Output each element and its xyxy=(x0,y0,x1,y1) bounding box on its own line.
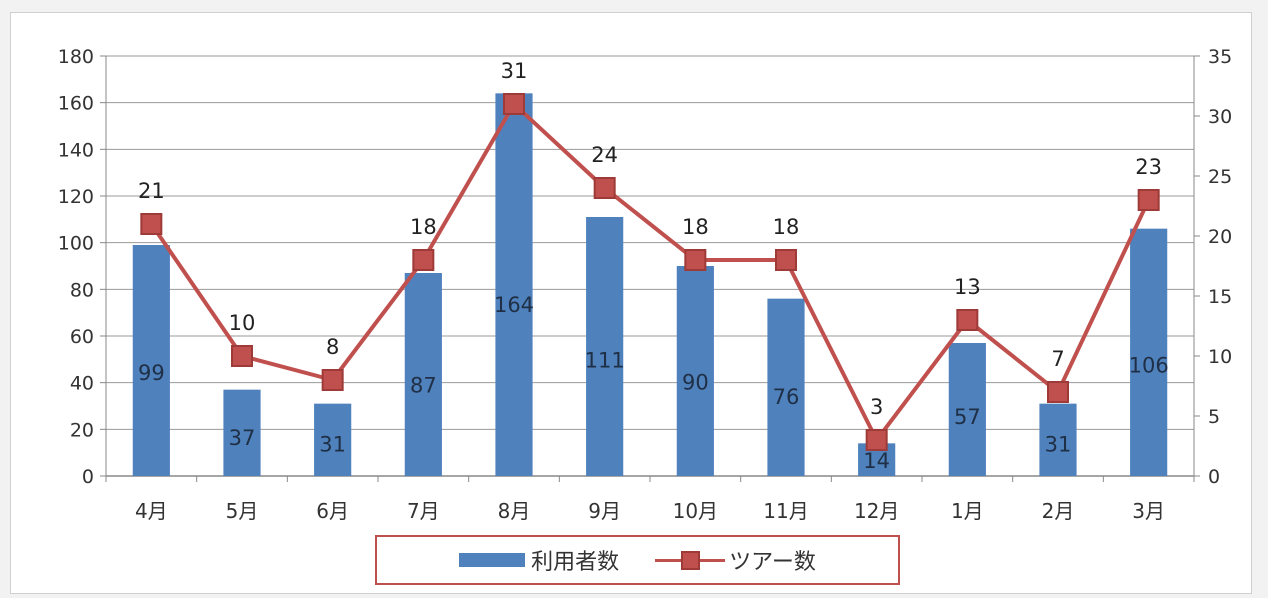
right-axis-tick-label: 0 xyxy=(1208,466,1220,488)
bar-value-label: 164 xyxy=(494,293,534,317)
bar xyxy=(223,389,261,476)
left-axis-tick-label: 60 xyxy=(70,326,94,348)
line-value-label: 24 xyxy=(591,143,618,167)
bar xyxy=(586,217,624,476)
left-axis-tick-label: 80 xyxy=(70,279,94,301)
legend-line-swatch xyxy=(655,550,726,570)
left-axis-tick-label: 120 xyxy=(58,186,94,208)
right-axis-tick-label: 5 xyxy=(1208,406,1220,428)
legend-bar-swatch xyxy=(459,553,526,567)
bar-value-label: 90 xyxy=(682,371,709,395)
x-axis-tick-label: 6月 xyxy=(316,499,349,523)
line-marker xyxy=(321,369,344,391)
line-marker xyxy=(593,177,616,199)
bar-value-label: 87 xyxy=(410,374,437,398)
bar xyxy=(767,298,805,476)
chart-frame: 0 20 40 60 80 100 120 140 160 180 0 5 10 15 20 25 30 35 4月… xyxy=(10,12,1252,594)
line-value-label: 8 xyxy=(326,335,339,359)
bar xyxy=(1039,403,1077,476)
right-axis-tick-label: 15 xyxy=(1208,286,1232,308)
legend-item-bar: 利用者数 xyxy=(459,544,619,576)
x-axis-tick-label: 4月 xyxy=(135,499,168,523)
bar xyxy=(132,245,170,476)
axes: 0 20 40 60 80 100 120 140 160 180 0 5 10 15 20 25 30 35 4月… xyxy=(58,46,1232,523)
left-axis-tick-label: 160 xyxy=(58,93,94,115)
line-value-label: 31 xyxy=(501,59,528,83)
left-axis-tick-label: 20 xyxy=(70,419,94,441)
combo-chart: 0 20 40 60 80 100 120 140 160 180 0 5 10 15 20 25 30 35 4月… xyxy=(58,46,1232,523)
x-axis-tick-label: 9月 xyxy=(588,499,621,523)
x-axis-tick-label: 5月 xyxy=(226,499,259,523)
x-axis-tick-label: 11月 xyxy=(763,499,808,523)
line-value-label: 3 xyxy=(870,395,883,419)
x-axis-tick-label: 1月 xyxy=(951,499,984,523)
right-axis-tick-label: 30 xyxy=(1208,106,1232,128)
legend-line-label: ツアー数 xyxy=(729,550,816,575)
line-series xyxy=(140,93,1160,451)
line-value-label: 7 xyxy=(1051,347,1064,371)
bar-value-label: 99 xyxy=(138,361,165,385)
left-axis-tick-label: 180 xyxy=(58,46,94,68)
x-axis-tick-label: 12月 xyxy=(854,499,899,523)
line-value-label: 13 xyxy=(954,275,981,299)
bar-value-label: 76 xyxy=(773,385,800,409)
left-axis-tick-label: 140 xyxy=(58,139,94,161)
left-axis-tick-label: 0 xyxy=(82,466,94,488)
bar xyxy=(948,343,986,476)
legend: 利用者数 ツアー数 xyxy=(375,535,900,585)
gridlines xyxy=(106,55,1194,477)
right-axis-tick-label: 10 xyxy=(1208,346,1232,368)
line-value-label: 10 xyxy=(229,311,256,335)
bar-value-label: 106 xyxy=(1129,354,1169,378)
line-marker xyxy=(775,249,797,271)
line-value-label: 21 xyxy=(138,179,165,203)
legend-item-line: ツアー数 xyxy=(655,544,816,576)
line-value-label: 18 xyxy=(773,215,800,239)
bar xyxy=(314,403,352,476)
left-axis-tick-label: 100 xyxy=(58,233,94,255)
x-axis-tick-label: 10月 xyxy=(673,499,718,523)
bar-value-label: 37 xyxy=(229,426,256,450)
right-axis-tick-label: 35 xyxy=(1208,46,1232,68)
bar-value-label: 57 xyxy=(954,405,981,429)
x-axis-tick-label: 7月 xyxy=(407,499,440,523)
bar xyxy=(495,93,533,476)
line-value-label: 18 xyxy=(410,215,437,239)
bar-series xyxy=(132,93,1168,476)
left-axis-tick-label: 40 xyxy=(70,373,94,395)
line-marker xyxy=(412,249,435,271)
bar-value-label: 31 xyxy=(319,432,346,456)
line-marker xyxy=(1047,381,1069,403)
x-axis-tick-label: 3月 xyxy=(1132,499,1165,523)
series-line xyxy=(149,102,1151,442)
line-marker xyxy=(1137,189,1160,211)
legend-bar-label: 利用者数 xyxy=(531,550,620,575)
line-value-label: 23 xyxy=(1135,155,1162,179)
bar xyxy=(676,266,714,476)
line-marker xyxy=(956,309,979,331)
line-value-label: 18 xyxy=(682,215,709,239)
line-marker xyxy=(684,249,707,271)
line-marker xyxy=(503,93,525,115)
line-marker xyxy=(865,429,888,451)
bar-value-label: 111 xyxy=(585,348,625,372)
x-axis-tick-label: 8月 xyxy=(498,499,531,523)
bar xyxy=(404,273,442,476)
bar-value-label: 14 xyxy=(863,449,890,473)
bar-value-label: 31 xyxy=(1045,432,1072,456)
right-axis-tick-label: 25 xyxy=(1208,166,1232,188)
x-axis-tick-label: 2月 xyxy=(1042,499,1075,523)
bar xyxy=(1130,228,1168,476)
right-axis-tick-label: 20 xyxy=(1208,226,1232,248)
line-marker xyxy=(231,345,253,367)
line-marker xyxy=(140,213,163,235)
